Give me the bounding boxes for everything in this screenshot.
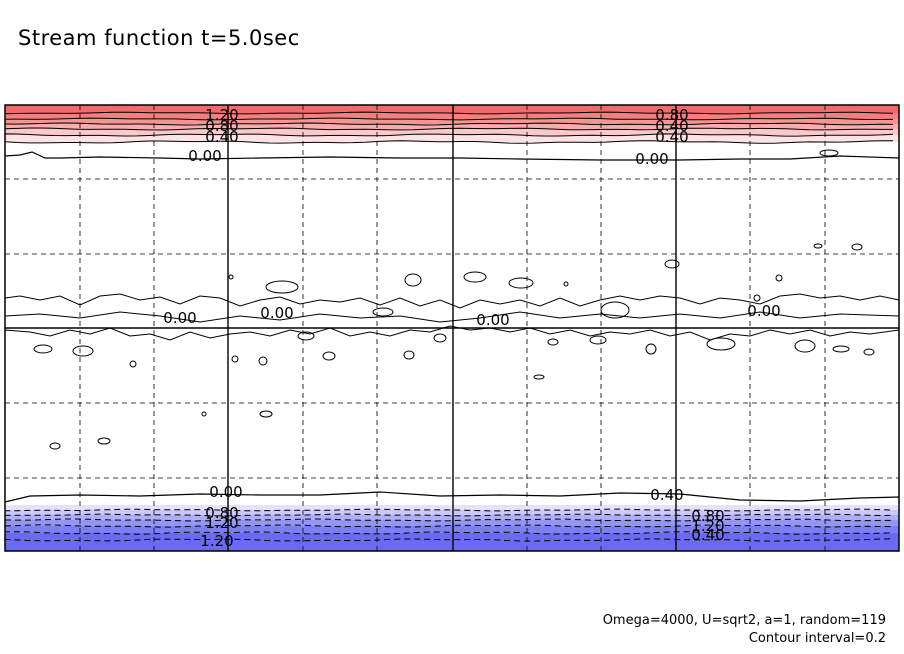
eddy-contour [265, 280, 299, 294]
contour-line [4, 127, 893, 131]
chart-title: Stream function t=5.0sec [18, 26, 300, 50]
positive-band [5, 135, 899, 142]
eddy-contour [753, 294, 761, 302]
eddy-contour [228, 274, 234, 280]
eddy-contour [297, 331, 315, 341]
contour-label: 1.20 [691, 517, 724, 535]
eddy-contour [775, 274, 783, 282]
contour-label: 0.40 [655, 117, 688, 135]
eddy-contour [706, 337, 736, 351]
contour-line [4, 293, 900, 309]
eddy-contour [463, 271, 487, 283]
eddy-contour [508, 277, 534, 289]
contour-label: 0.40 [205, 128, 238, 146]
positive-band [5, 129, 899, 135]
eddy-contour [72, 345, 94, 357]
contour-interval-line: Contour interval=0.2 [748, 631, 886, 646]
contour-label: 0.40 [655, 128, 688, 146]
contour-label: 0.80 [205, 504, 238, 522]
contour-lines [4, 111, 900, 542]
eddy-contour [322, 351, 336, 361]
contour-label: 0.40 [691, 526, 724, 544]
eddy-contour [372, 307, 394, 317]
contour-label: 0.00 [635, 150, 668, 168]
parameter-line: Omega=4000, U=sqrt2, a=1, random=119 [602, 613, 886, 628]
eddy-contour [547, 338, 559, 346]
parameter-footer: Omega=4000, U=sqrt2, a=1, random=119 Con… [603, 612, 886, 648]
contour-labels: 1.200.800.400.00 0.000.00 0.00 0.00 0.000.00… [163, 106, 780, 550]
eddy-contour [97, 437, 111, 445]
eddy-contour [819, 149, 839, 157]
contour-line [4, 491, 900, 503]
positive-band [5, 124, 899, 129]
contour-line [4, 311, 900, 323]
eddy-contour [433, 333, 447, 343]
contour-line [4, 111, 894, 115]
eddy-contour [231, 355, 239, 363]
eddy-contour [129, 360, 137, 368]
negative-band [5, 505, 899, 510]
contour-label: 1.20 [205, 106, 238, 124]
eddy-contour [403, 350, 415, 360]
contour-label: 0.00 [476, 311, 509, 329]
eddy-contour [201, 411, 207, 417]
eddy-contour [259, 410, 273, 418]
eddy-contour [863, 348, 875, 356]
positive-band [5, 105, 899, 113]
contour-line [4, 325, 900, 341]
negative-band [5, 526, 899, 533]
contour-label: 0.00 [260, 304, 293, 322]
eddy-contour [404, 273, 422, 287]
contour-label: 1.20 [200, 532, 233, 550]
contour-line [4, 117, 894, 121]
contour-line [4, 133, 894, 137]
contour-line [4, 518, 893, 522]
eddy-contour [664, 259, 680, 269]
eddy-contour [33, 344, 53, 354]
contour-label: 0.80 [691, 507, 724, 525]
contour-label: 0.00 [747, 302, 780, 320]
contour-label: 0.80 [655, 106, 688, 124]
contour-label: 0.80 [205, 117, 238, 135]
contour-label: 0.00 [209, 483, 242, 501]
contour-line [4, 151, 900, 161]
contour-label: 0.00 [163, 309, 196, 327]
contour-line [4, 140, 894, 144]
eddy-contour [600, 301, 630, 319]
positive-band [5, 119, 899, 124]
eddy-contour [813, 243, 823, 249]
contour-line [4, 122, 894, 126]
eddy-contour [589, 335, 607, 345]
negative-band [5, 533, 899, 551]
eddy-contour [794, 339, 816, 353]
eddy-contour [533, 374, 545, 380]
negative-band [5, 520, 899, 526]
eddy-contour [851, 243, 863, 251]
negative-band [5, 510, 899, 515]
contour-label: 1.20 [205, 514, 238, 532]
grid-lines [5, 105, 899, 551]
plot-frame [4, 104, 900, 552]
positive-band [5, 113, 899, 119]
eddy-contour [645, 343, 657, 355]
eddy-contour [49, 442, 61, 450]
eddy-contour [832, 345, 850, 353]
color-bands [5, 105, 899, 551]
contour-label: 0.40 [650, 486, 683, 504]
negative-band [5, 515, 899, 520]
eddy-contour [563, 281, 569, 287]
eddy-contour [258, 356, 268, 366]
contour-label: 0.00 [188, 147, 221, 165]
